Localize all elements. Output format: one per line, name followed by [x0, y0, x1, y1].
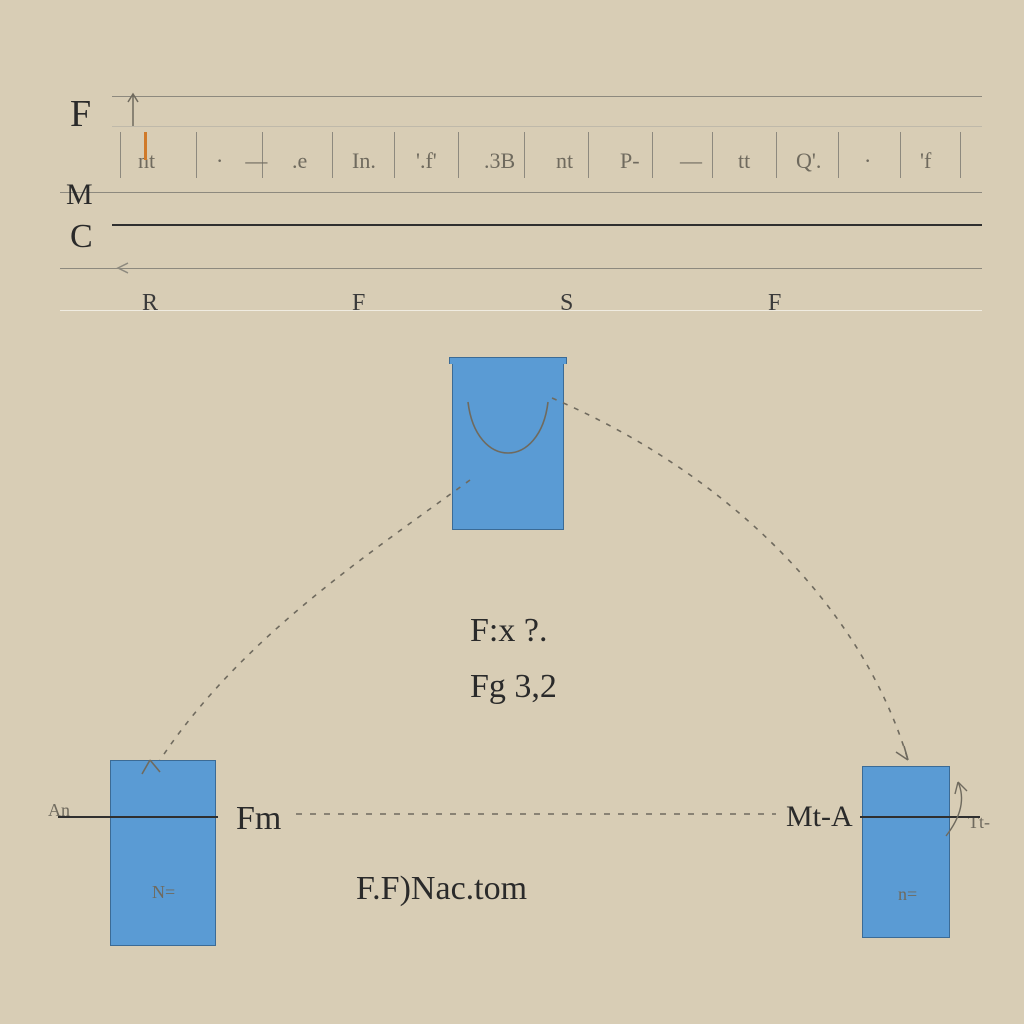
side-label-F: F	[70, 92, 91, 136]
header-divider-7	[588, 132, 589, 178]
header-cell-12: 'f	[920, 148, 931, 174]
header-cell-3: In.	[352, 148, 376, 174]
header-divider-10	[776, 132, 777, 178]
header-divider-6	[524, 132, 525, 178]
side-label-C: C	[70, 218, 93, 256]
header-divider-5	[458, 132, 459, 178]
header-cell-1: · —	[216, 148, 267, 174]
header-divider-1	[196, 132, 197, 178]
header-divider-12	[900, 132, 901, 178]
center-label-fg: Fg 3,2	[470, 668, 557, 706]
header-cell-4: '.f'	[416, 148, 437, 174]
axis-label-0: R	[142, 290, 158, 317]
block-right	[862, 766, 950, 938]
header-divider-9	[712, 132, 713, 178]
center-label-mta: Mt-A	[786, 800, 853, 834]
header-cell-8: —	[680, 148, 702, 174]
rule-line-4	[60, 268, 982, 269]
rule-line-3	[112, 224, 982, 226]
header-divider-0	[120, 132, 121, 178]
header-divider-11	[838, 132, 839, 178]
orange-tick	[144, 132, 147, 160]
header-divider-8	[652, 132, 653, 178]
header-cell-2: .e	[292, 148, 307, 174]
rule-line-0	[112, 96, 982, 97]
header-cell-6: nt	[556, 148, 573, 174]
side-label-M: M	[66, 178, 93, 212]
block-left	[110, 760, 216, 946]
small-label-n_eq: n=	[898, 884, 917, 905]
block-top-lip	[449, 357, 567, 364]
block-top	[452, 362, 564, 530]
axis-label-3: F	[768, 290, 781, 317]
axis-label-2: S	[560, 290, 573, 317]
rule-line-1	[112, 126, 982, 127]
diagram-stage: FMCnt· —.eIn.'.f'.3BntP-—ttQ'.·'f RFSFF:…	[0, 0, 1024, 1024]
header-cell-5: .3B	[484, 148, 515, 174]
center-label-ff: F.F)Nac.tom	[356, 870, 527, 908]
small-label-Neq: N=	[152, 882, 175, 903]
header-cell-11: ·	[864, 148, 871, 174]
header-cell-7: P-	[620, 148, 640, 174]
baseline-left	[58, 816, 218, 818]
center-label-fm: Fm	[236, 800, 281, 838]
axis-label-1: F	[352, 290, 365, 317]
header-divider-4	[394, 132, 395, 178]
header-cell-10: Q'.	[796, 148, 821, 174]
center-label-fx: F:x ?.	[470, 612, 547, 650]
header-divider-3	[332, 132, 333, 178]
header-divider-13	[960, 132, 961, 178]
rule-line-5	[60, 310, 982, 311]
rule-line-2	[60, 192, 982, 193]
baseline-right	[860, 816, 980, 818]
header-cell-9: tt	[738, 148, 750, 174]
